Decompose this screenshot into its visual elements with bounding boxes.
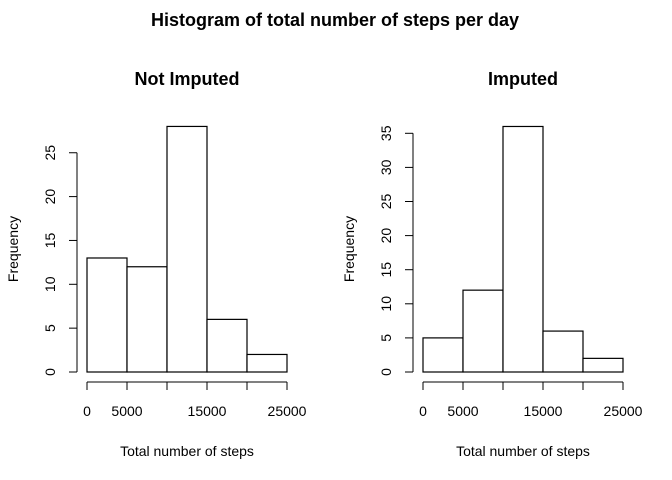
y-tick-label: 10 <box>378 296 394 312</box>
x-axis: 0 5000 15000 25000 <box>419 381 643 419</box>
histogram-bar <box>422 337 464 373</box>
y-axis-label: Frequency <box>5 216 21 282</box>
histogram-panel-not-imputed: Not Imputed Total number of steps Freque… <box>5 69 307 459</box>
y-axis: 0 5 10 15 20 25 <box>42 145 78 376</box>
histogram-panel-imputed: Imputed Total number of steps Frequency … <box>341 69 643 459</box>
y-tick-label: 25 <box>42 145 58 161</box>
x-tick-label: 25000 <box>268 403 307 419</box>
x-axis-label: Total number of steps <box>120 443 254 459</box>
y-tick-label: 5 <box>378 334 394 342</box>
y-tick-label: 15 <box>42 232 58 248</box>
x-tick-label: 15000 <box>524 403 563 419</box>
x-tick-label: 0 <box>83 403 91 419</box>
x-tick-label: 15000 <box>188 403 227 419</box>
histogram-bar <box>86 257 128 373</box>
histogram-bar <box>246 353 288 373</box>
histogram-bar <box>206 318 248 373</box>
histogram-bar <box>462 289 504 373</box>
y-tick-label: 15 <box>378 262 394 278</box>
y-axis: 0 5 10 15 20 25 30 35 <box>378 125 414 376</box>
y-tick-label: 0 <box>378 368 394 376</box>
x-tick-label: 5000 <box>111 403 142 419</box>
x-tick-label: 5000 <box>447 403 478 419</box>
panel-title: Not Imputed <box>135 69 240 89</box>
histogram-bar <box>582 357 624 373</box>
histogram-bar <box>166 125 208 373</box>
x-axis: 0 5000 15000 25000 <box>83 381 307 419</box>
histogram-bar <box>542 330 584 373</box>
bar-group <box>86 125 288 373</box>
y-axis-label: Frequency <box>341 216 357 282</box>
x-tick-label: 25000 <box>604 403 643 419</box>
y-tick-label: 0 <box>42 368 58 376</box>
x-tick-label: 0 <box>419 403 427 419</box>
y-tick-label: 35 <box>378 125 394 141</box>
y-tick-label: 5 <box>42 324 58 332</box>
y-tick-label: 10 <box>42 276 58 292</box>
histogram-bar <box>126 266 168 373</box>
bar-group <box>422 125 624 373</box>
y-tick-label: 30 <box>378 159 394 175</box>
y-tick-label: 20 <box>378 228 394 244</box>
histogram-bar <box>502 125 544 373</box>
y-tick-label: 25 <box>378 194 394 210</box>
panel-title: Imputed <box>488 69 558 89</box>
y-tick-label: 20 <box>42 189 58 205</box>
x-axis-label: Total number of steps <box>456 443 590 459</box>
figure-title: Histogram of total number of steps per d… <box>151 10 519 30</box>
